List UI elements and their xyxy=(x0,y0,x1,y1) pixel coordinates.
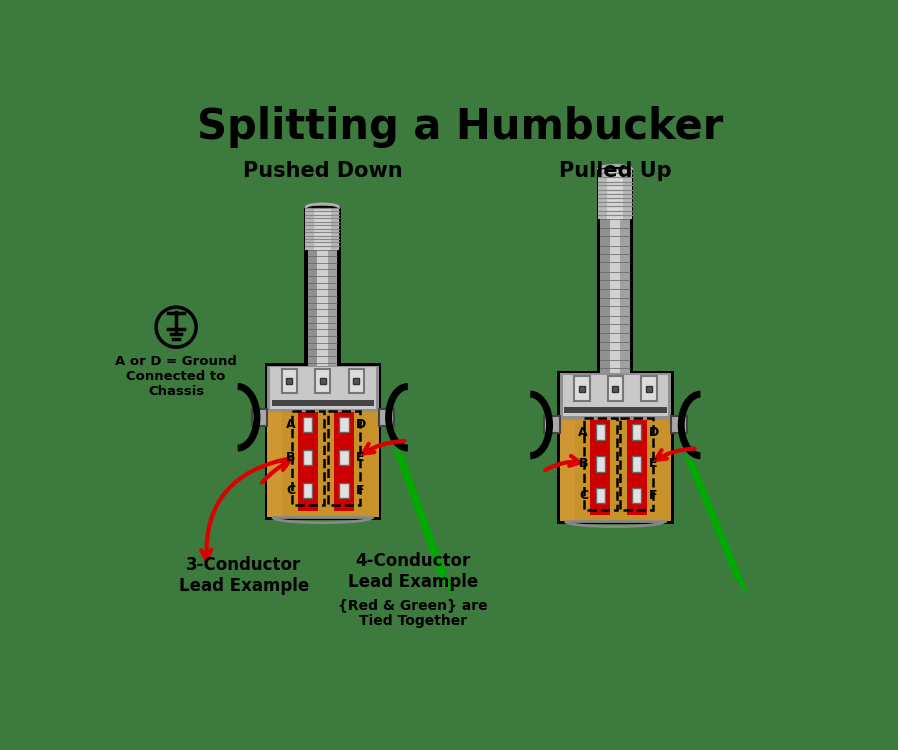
Text: Pulled Up: Pulled Up xyxy=(559,160,672,181)
Polygon shape xyxy=(304,450,313,465)
Polygon shape xyxy=(563,375,668,416)
Polygon shape xyxy=(559,374,575,521)
Text: B: B xyxy=(286,452,295,464)
Text: F: F xyxy=(357,484,365,497)
Polygon shape xyxy=(612,386,619,392)
Polygon shape xyxy=(606,170,623,219)
Polygon shape xyxy=(267,366,379,412)
Polygon shape xyxy=(641,376,656,401)
Polygon shape xyxy=(322,251,337,370)
Polygon shape xyxy=(632,456,641,472)
Polygon shape xyxy=(559,374,671,419)
Polygon shape xyxy=(267,366,379,518)
Text: D: D xyxy=(649,425,659,439)
Polygon shape xyxy=(353,378,359,384)
Text: A: A xyxy=(286,418,295,431)
Polygon shape xyxy=(598,170,632,219)
Polygon shape xyxy=(379,409,394,426)
Polygon shape xyxy=(282,369,297,394)
Polygon shape xyxy=(304,417,313,432)
Polygon shape xyxy=(558,371,674,524)
Polygon shape xyxy=(339,483,348,499)
Polygon shape xyxy=(314,208,330,251)
Text: 3-Conductor
Lead Example: 3-Conductor Lead Example xyxy=(179,556,309,595)
Polygon shape xyxy=(579,386,585,392)
Polygon shape xyxy=(339,450,348,465)
Text: E: E xyxy=(357,452,365,464)
Polygon shape xyxy=(595,456,605,472)
Polygon shape xyxy=(574,376,590,401)
Polygon shape xyxy=(632,488,641,503)
Polygon shape xyxy=(608,376,623,401)
Polygon shape xyxy=(270,368,375,409)
Polygon shape xyxy=(595,424,605,439)
Polygon shape xyxy=(298,412,318,512)
Text: Pushed Down: Pushed Down xyxy=(242,160,402,181)
Text: A or D = Ground
Connected to
Chassis: A or D = Ground Connected to Chassis xyxy=(115,355,237,398)
Polygon shape xyxy=(627,419,647,515)
Polygon shape xyxy=(610,219,621,377)
Polygon shape xyxy=(339,417,348,432)
Polygon shape xyxy=(304,483,313,499)
Text: 4-Conductor
Lead Example: 4-Conductor Lead Example xyxy=(348,552,479,591)
Polygon shape xyxy=(646,386,652,392)
Text: B: B xyxy=(578,458,588,470)
Polygon shape xyxy=(317,251,328,370)
Polygon shape xyxy=(271,400,374,406)
Polygon shape xyxy=(305,208,339,251)
Text: A: A xyxy=(578,425,588,439)
Polygon shape xyxy=(265,363,381,520)
Polygon shape xyxy=(348,369,364,394)
Polygon shape xyxy=(315,369,330,394)
Polygon shape xyxy=(615,219,629,377)
Polygon shape xyxy=(564,407,666,413)
Polygon shape xyxy=(334,412,354,512)
Polygon shape xyxy=(286,378,293,384)
Text: F: F xyxy=(649,489,657,502)
Text: Splitting a Humbucker: Splitting a Humbucker xyxy=(197,106,724,148)
Polygon shape xyxy=(320,378,326,384)
Polygon shape xyxy=(590,419,611,515)
Polygon shape xyxy=(671,416,687,434)
Polygon shape xyxy=(596,167,633,377)
Text: {Red & Green} are
Tied Together: {Red & Green} are Tied Together xyxy=(339,598,489,628)
Polygon shape xyxy=(308,251,322,370)
Polygon shape xyxy=(267,366,282,518)
Polygon shape xyxy=(632,424,641,439)
Text: D: D xyxy=(357,418,366,431)
Polygon shape xyxy=(595,488,605,503)
Polygon shape xyxy=(559,374,671,521)
Text: C: C xyxy=(286,484,295,497)
Polygon shape xyxy=(251,409,267,426)
Polygon shape xyxy=(304,206,341,370)
Polygon shape xyxy=(544,416,559,434)
Text: E: E xyxy=(649,458,657,470)
Text: C: C xyxy=(579,489,588,502)
Polygon shape xyxy=(601,219,615,377)
